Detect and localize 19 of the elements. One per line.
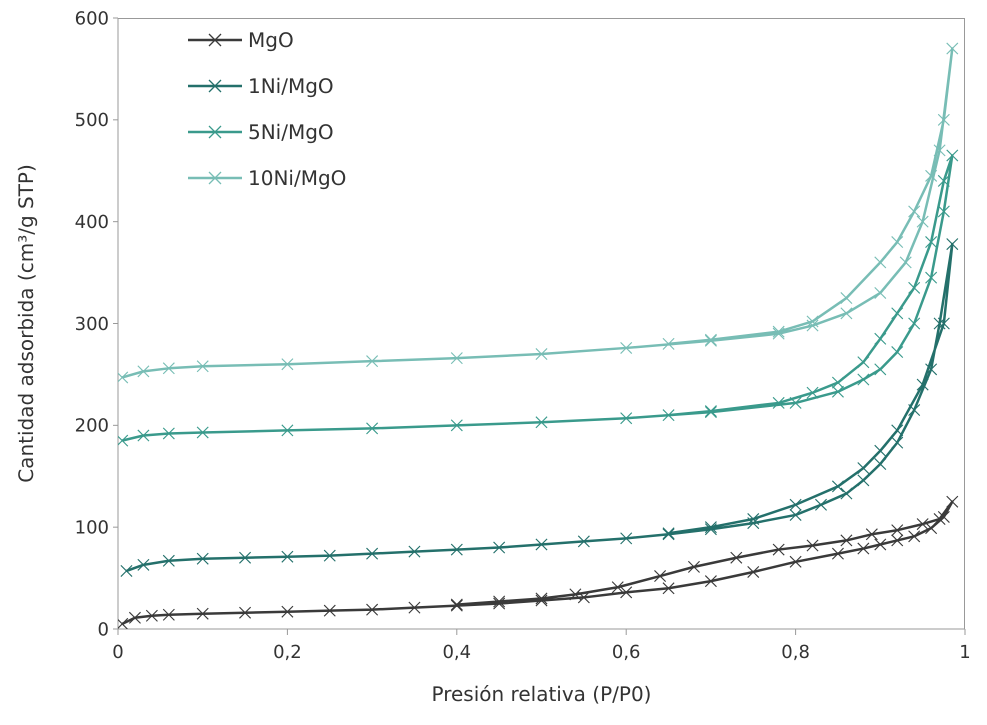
y-tick-label: 100 bbox=[74, 518, 109, 539]
x-tick-label: 1 bbox=[959, 642, 971, 663]
y-axis-title: Cantidad adsorbida (cm³/g STP) bbox=[14, 164, 38, 483]
legend-label: 1Ni/MgO bbox=[248, 74, 334, 98]
y-tick-label: 300 bbox=[74, 314, 109, 335]
x-tick-label: 0 bbox=[112, 642, 124, 663]
y-tick-label: 400 bbox=[74, 212, 109, 234]
y-tick-label: 0 bbox=[98, 619, 109, 640]
x-tick-label: 0,8 bbox=[781, 642, 810, 663]
x-tick-label: 0,4 bbox=[442, 642, 472, 663]
y-tick-label: 500 bbox=[74, 110, 109, 132]
legend-label: 10Ni/MgO bbox=[248, 166, 346, 190]
legend-label: MgO bbox=[248, 28, 294, 52]
legend-label: 5Ni/MgO bbox=[248, 120, 334, 144]
y-tick-label: 600 bbox=[74, 8, 109, 30]
y-tick-label: 200 bbox=[74, 416, 109, 437]
x-tick-label: 0,2 bbox=[273, 642, 302, 663]
x-axis-title: Presión relativa (P/P0) bbox=[432, 682, 652, 706]
x-tick-label: 0,6 bbox=[612, 642, 641, 663]
